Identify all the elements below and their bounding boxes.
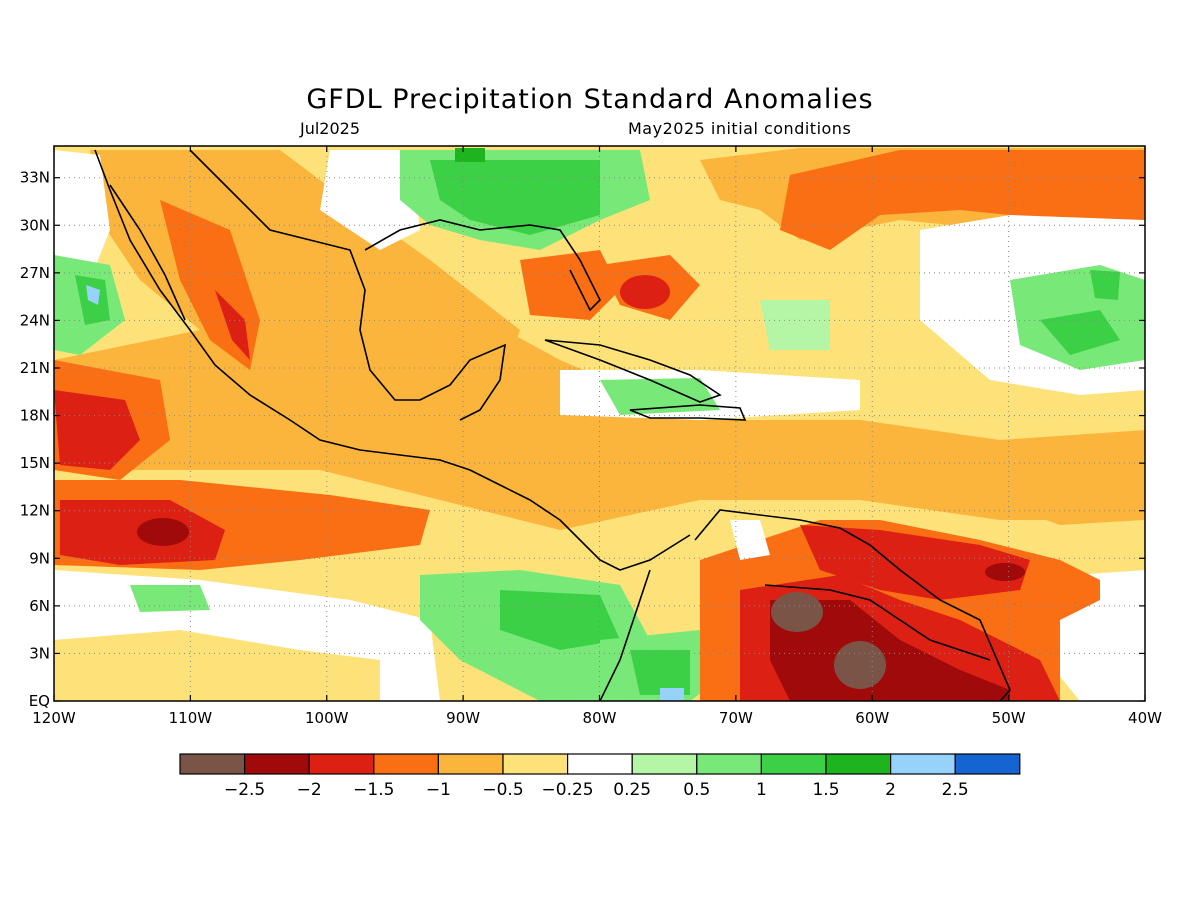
colorbar-label: 0.5 xyxy=(683,780,710,800)
lon-tick-label: 100W xyxy=(305,709,349,727)
lat-lon-grid xyxy=(54,146,1145,701)
lon-tick-label: 80W xyxy=(583,709,617,727)
longitude-axis: 120W 110W 100W 90W 80W 70W 60W 50W 40W xyxy=(32,146,1162,727)
colorbar-swatch xyxy=(502,753,569,775)
lon-tick-label: 70W xyxy=(719,709,753,727)
lat-tick-label: 33N xyxy=(20,169,50,187)
colorbar-label: 2.5 xyxy=(942,780,969,800)
colorbar-label: −1.5 xyxy=(353,780,394,800)
lon-tick-label: 120W xyxy=(32,709,76,727)
colorbar-label: −2.5 xyxy=(224,780,265,800)
colorbar-label: −2 xyxy=(297,780,322,800)
lat-tick-label: 3N xyxy=(29,644,50,662)
lat-tick-label: 15N xyxy=(20,454,50,472)
colorbar-swatch xyxy=(566,753,633,775)
lon-tick-label: 40W xyxy=(1128,709,1162,727)
colorbar-label: −0.25 xyxy=(542,780,594,800)
colorbar-swatch xyxy=(308,753,375,775)
colorbar-swatch xyxy=(631,753,698,775)
colorbar-swatch xyxy=(760,753,827,775)
colorbar-label: 2 xyxy=(885,780,896,800)
colorbar-swatch xyxy=(373,753,439,775)
colorbar-label: −0.5 xyxy=(482,780,523,800)
lat-tick-label: 21N xyxy=(20,359,50,377)
initial-conditions: May2025 initial conditions xyxy=(628,119,852,138)
coastlines xyxy=(94,149,1011,701)
latitude-axis: 33N 30N 27N 24N 21N 18N 15N 12N 9N 6N 3N EQ xyxy=(20,169,1145,710)
lon-tick-label: 90W xyxy=(446,709,480,727)
lat-tick-label: 9N xyxy=(29,549,50,567)
colorbar-swatch xyxy=(696,753,762,775)
colorbar-label: 1 xyxy=(756,780,767,800)
lon-tick-label: 110W xyxy=(169,709,213,727)
colorbar-label: 0.25 xyxy=(613,780,651,800)
lon-tick-label: 50W xyxy=(992,709,1026,727)
colorbar-swatch xyxy=(825,753,892,775)
lat-tick-label: 30N xyxy=(20,216,50,234)
colorbar-swatch xyxy=(179,753,246,775)
lon-tick-label: 60W xyxy=(855,709,889,727)
colorbar-label: −1 xyxy=(426,780,451,800)
colorbar-swatch xyxy=(889,753,956,775)
lat-tick-label: EQ xyxy=(29,692,50,710)
lat-tick-label: 24N xyxy=(20,311,50,329)
anomaly-field xyxy=(54,146,1145,701)
lat-tick-label: 6N xyxy=(29,597,50,615)
lat-tick-label: 27N xyxy=(20,264,50,282)
lat-tick-label: 12N xyxy=(20,502,50,520)
lat-tick-label: 18N xyxy=(20,407,50,425)
map-title: GFDL Precipitation Standard Anomalies xyxy=(306,84,874,115)
colorbar-swatch xyxy=(244,753,310,775)
colorbar-swatch xyxy=(954,753,1021,775)
colorbar-swatch xyxy=(437,753,504,775)
forecast-month: Jul2025 xyxy=(300,119,361,138)
colorbar: −2.5 −2 −1.5 −1 −0.5 −0.25 0.25 0.5 1 1.5 2 2.5 xyxy=(179,753,1021,800)
colorbar-label: 1.5 xyxy=(812,780,839,800)
